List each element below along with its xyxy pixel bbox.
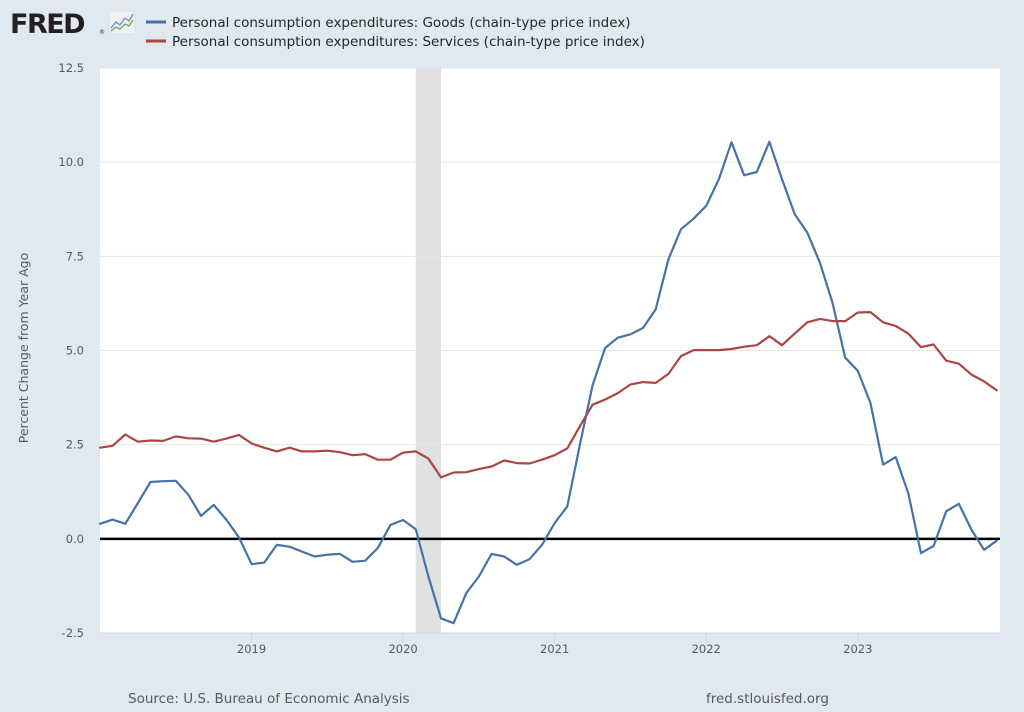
x-tick-label: 2020 — [388, 642, 417, 656]
y-axis-ticks: 12.5 10.0 7.5 5.0 2.5 0.0 -2.5 — [58, 61, 84, 640]
x-tick-label: 2022 — [692, 642, 721, 656]
y-tick-label: 12.5 — [58, 61, 84, 75]
registered-mark: ® — [99, 29, 105, 36]
fred-logo[interactable]: FRED ® — [10, 9, 136, 40]
y-tick-label: 10.0 — [58, 155, 84, 169]
legend-goods-label: Personal consumption expenditures: Goods… — [172, 15, 631, 31]
x-tick-label: 2019 — [237, 642, 266, 656]
legend-services-label: Personal consumption expenditures: Servi… — [172, 34, 645, 50]
source-text: Source: U.S. Bureau of Economic Analysis — [128, 691, 410, 707]
fred-graph-icon — [108, 10, 136, 35]
series-line-goods[interactable] — [98, 140, 998, 625]
series-line-services[interactable] — [98, 311, 998, 479]
y-tick-label: 2.5 — [66, 438, 84, 452]
x-tick-label: 2023 — [843, 642, 872, 656]
x-tick-label: 2021 — [540, 642, 569, 656]
fred-url-link[interactable]: fred.stlouisfed.org — [706, 691, 829, 707]
legend-item-goods[interactable]: Personal consumption expenditures: Goods… — [146, 15, 631, 31]
y-tick-label: 0.0 — [66, 532, 84, 546]
y-tick-label: 7.5 — [66, 249, 84, 263]
fred-logo-text: FRED — [10, 9, 84, 40]
y-axis-title: Percent Change from Year Ago — [16, 253, 31, 443]
x-axis-ticks: 2019 2020 2021 2022 2023 — [100, 632, 1000, 656]
legend: Personal consumption expenditures: Goods… — [146, 15, 645, 50]
y-tick-label: -2.5 — [62, 626, 84, 640]
series-lines — [98, 140, 998, 625]
legend-item-services[interactable]: Personal consumption expenditures: Servi… — [146, 34, 645, 50]
y-tick-label: 5.0 — [66, 344, 84, 358]
